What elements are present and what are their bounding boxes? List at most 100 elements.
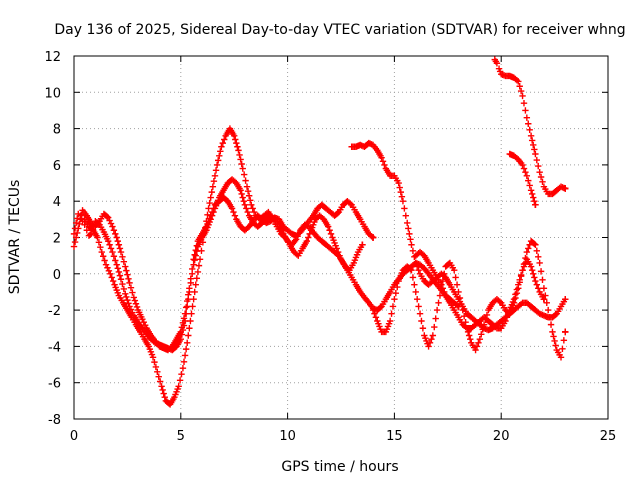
data-point (179, 326, 187, 334)
data-point (196, 256, 204, 263)
data-point (401, 205, 408, 212)
data-point (221, 136, 228, 143)
data-point (236, 151, 243, 159)
data-point (95, 220, 102, 227)
data-point (240, 198, 248, 205)
data-point (525, 177, 532, 184)
data-point (404, 219, 411, 227)
data-point (160, 390, 167, 397)
data-point (129, 289, 136, 296)
data-point (419, 325, 427, 332)
series-track-3 (81, 125, 366, 408)
data-point (244, 188, 252, 195)
data-point (194, 268, 202, 276)
data-point (219, 139, 227, 147)
y-tick-label: 6 (53, 159, 61, 174)
data-point (535, 285, 542, 292)
data-point (126, 279, 133, 287)
data-point (533, 156, 540, 164)
data-point (243, 183, 251, 190)
data-point (516, 276, 523, 284)
y-tick-label: 10 (44, 86, 61, 101)
data-point (179, 364, 187, 372)
data-point (239, 165, 246, 172)
y-tick-label: -2 (48, 304, 61, 319)
data-point (522, 107, 529, 114)
data-point (540, 285, 548, 292)
data-point (523, 172, 531, 179)
data-point (185, 332, 192, 339)
data-point (492, 323, 499, 331)
data-point (106, 241, 113, 248)
data-point (124, 296, 131, 304)
data-point (546, 314, 553, 321)
data-point (113, 234, 120, 241)
data-point (104, 214, 112, 221)
y-tick-label: 4 (53, 195, 61, 210)
data-point (347, 200, 354, 207)
data-point (535, 253, 542, 261)
data-point (110, 227, 118, 234)
data-point (562, 185, 569, 192)
x-axis-label: GPS time / hours (281, 459, 398, 475)
data-point (180, 322, 188, 329)
data-point (527, 132, 535, 140)
data-point (394, 283, 401, 291)
data-point (104, 237, 112, 245)
data-point (305, 234, 312, 241)
x-tick-label: 20 (493, 429, 510, 444)
data-point (123, 293, 130, 301)
data-point (237, 156, 244, 163)
data-point (208, 212, 216, 219)
data-point (83, 227, 91, 234)
data-point (522, 259, 529, 267)
data-point (557, 354, 565, 361)
data-point (334, 248, 342, 256)
data-point (324, 223, 332, 230)
data-point (191, 251, 198, 258)
data-point (560, 337, 568, 344)
data-point (531, 198, 538, 205)
data-point (526, 182, 533, 189)
y-tick-label: 2 (53, 232, 61, 247)
data-point (540, 296, 548, 303)
data-point (188, 310, 195, 317)
data-point (520, 99, 528, 107)
data-point (95, 239, 103, 246)
data-point (539, 178, 546, 186)
data-point (408, 266, 415, 274)
data-point (115, 241, 123, 248)
data-point (505, 310, 512, 317)
data-point (391, 296, 398, 303)
data-point (533, 247, 540, 255)
data-point (562, 296, 569, 303)
data-point (392, 289, 400, 297)
data-point (234, 143, 241, 150)
data-point (409, 274, 417, 281)
data-point (231, 212, 239, 219)
data-point (178, 371, 185, 378)
data-point (116, 245, 124, 252)
data-point (531, 240, 538, 248)
y-tick-label: 8 (53, 123, 61, 138)
data-point (217, 148, 224, 155)
data-point (439, 277, 447, 285)
x-tick-label: 25 (600, 429, 617, 444)
data-point (531, 146, 538, 153)
data-point (517, 87, 525, 95)
data-point (369, 234, 377, 241)
x-tick-label: 10 (279, 429, 296, 444)
data-point (106, 217, 113, 224)
data-point (192, 252, 199, 259)
data-point (186, 325, 193, 332)
y-tick-label: -8 (48, 413, 61, 428)
data-point (176, 377, 184, 384)
data-point (86, 231, 94, 238)
data-point (559, 345, 566, 353)
data-point (547, 321, 555, 328)
data-point (70, 243, 78, 250)
data-point (333, 245, 340, 252)
data-point (530, 270, 537, 277)
data-point (122, 263, 129, 270)
data-point (475, 339, 482, 346)
